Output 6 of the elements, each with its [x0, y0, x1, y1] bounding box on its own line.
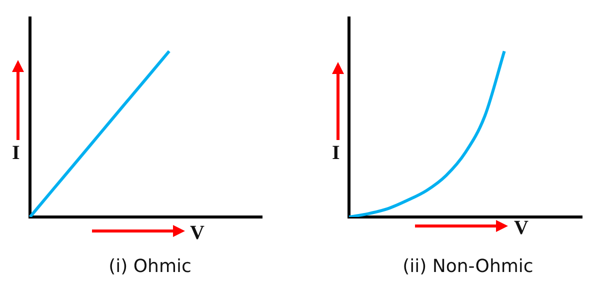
y-axis-title: I	[332, 142, 340, 164]
text: (i) Ohmic	[108, 256, 192, 277]
y-axis-title: I	[12, 142, 20, 164]
x-axis-title: V	[514, 217, 528, 239]
x-axis-title: V	[190, 222, 204, 244]
text: (ii) Non-Ohmic	[402, 256, 534, 277]
